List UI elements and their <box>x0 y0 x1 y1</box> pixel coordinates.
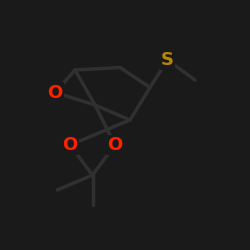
Text: O: O <box>62 136 78 154</box>
Text: O: O <box>48 84 62 102</box>
Text: O: O <box>108 136 122 154</box>
Text: S: S <box>161 51 174 69</box>
